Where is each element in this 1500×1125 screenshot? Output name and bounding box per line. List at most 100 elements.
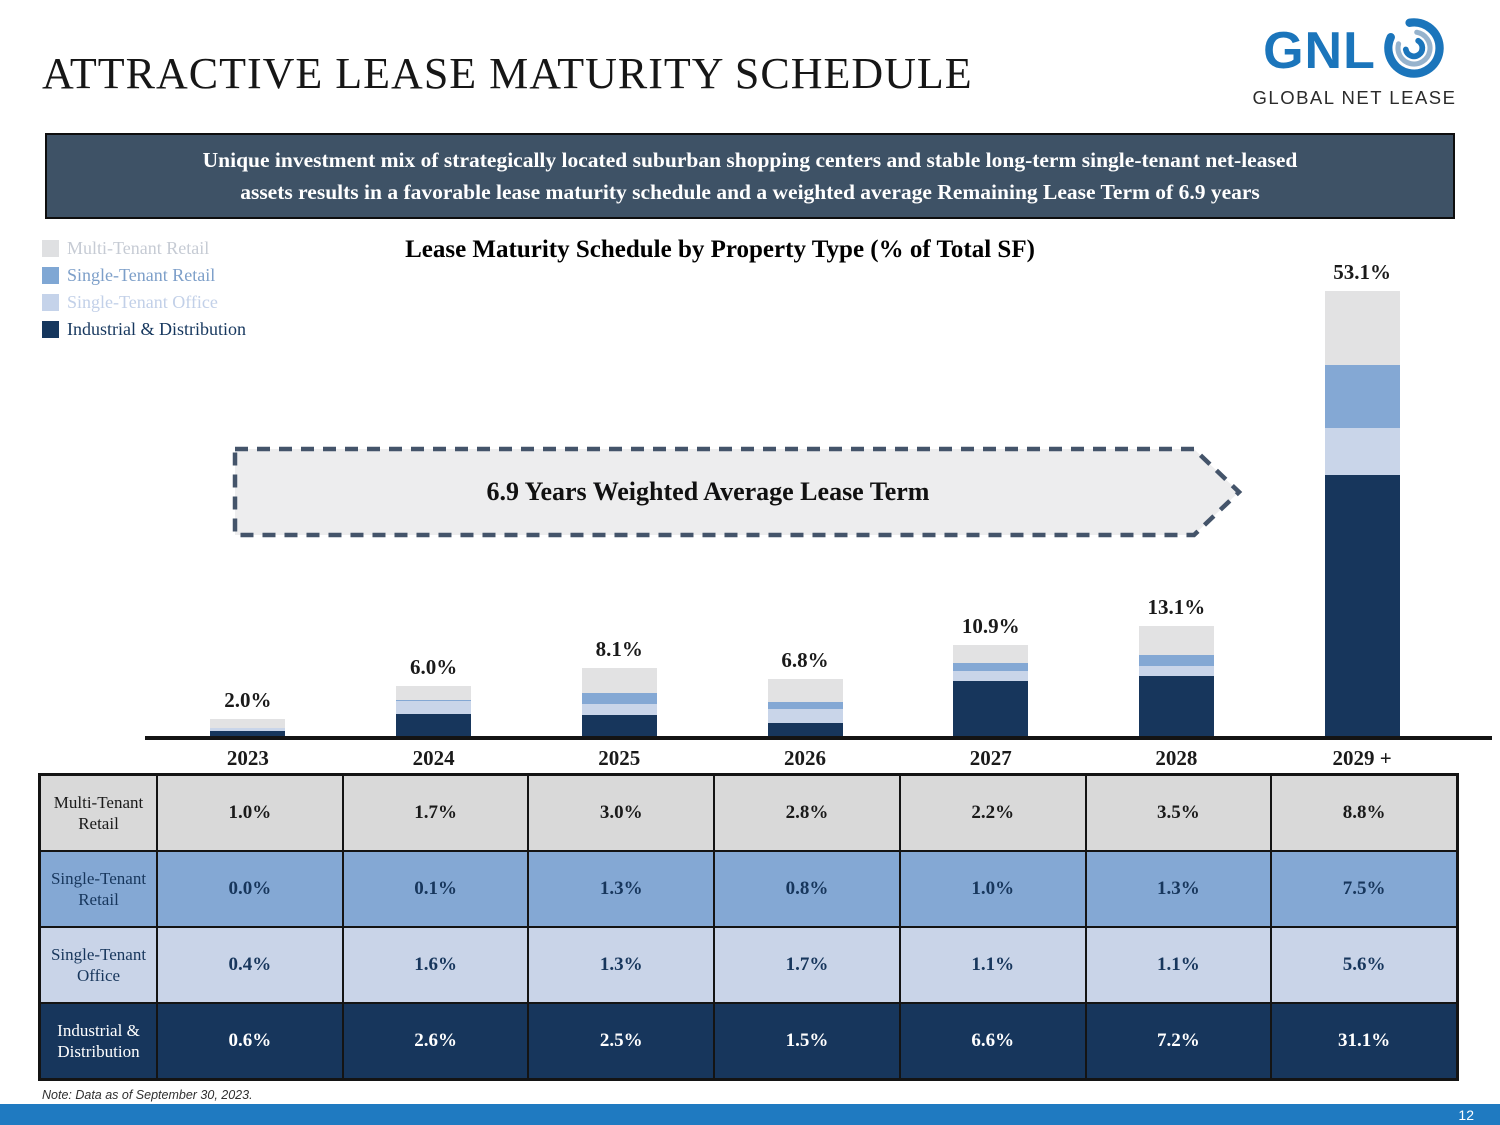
- table-row-label: Single-Tenant Office: [40, 927, 157, 1003]
- bar-segment: [1324, 428, 1400, 476]
- bar-stack-2025: [581, 668, 657, 736]
- bar-segment: [581, 693, 657, 705]
- bar-total-label: 10.9%: [961, 613, 1020, 638]
- chart-legend: Multi-Tenant Retail Single-Tenant Retail S…: [42, 238, 246, 340]
- bar-segment: [953, 644, 1029, 664]
- x-axis-label: 2023: [226, 746, 269, 770]
- bar-stack-2026: [767, 678, 843, 736]
- legend-item-0: Multi-Tenant Retail: [42, 238, 246, 259]
- bar-segment: [1324, 475, 1400, 736]
- table-cell: 3.0%: [528, 775, 715, 851]
- table-cell: 0.6%: [157, 1003, 343, 1079]
- x-axis-label: 2029 +: [1332, 746, 1392, 770]
- page-title: ATTRACTIVE LEASE MATURITY SCHEDULE: [42, 49, 973, 98]
- bar-total-label: 8.1%: [595, 637, 643, 662]
- table-cell: 1.0%: [157, 775, 343, 851]
- table-row-label: Single-Tenant Retail: [40, 851, 157, 927]
- bar-segment: [396, 700, 472, 715]
- callout-arrow-outline: [232, 446, 1243, 538]
- table-cell: 7.5%: [1271, 851, 1457, 927]
- table-cell: 1.3%: [1085, 851, 1272, 927]
- bar-segment: [767, 723, 843, 736]
- legend-swatch: [42, 240, 59, 257]
- bar-stack-2023: [210, 719, 286, 736]
- table-cell: 0.4%: [157, 927, 343, 1003]
- bar-stack-2027: [953, 644, 1029, 736]
- table-cell: 1.1%: [899, 927, 1086, 1003]
- bar-segment: [1138, 655, 1214, 667]
- bar-segment: [396, 685, 472, 700]
- bar-segment: [953, 680, 1029, 736]
- bar-segment: [767, 678, 843, 703]
- table-cell: 2.6%: [342, 1003, 529, 1079]
- bar-segment: [581, 704, 657, 716]
- legend-item-3: Industrial & Distribution: [42, 319, 246, 340]
- x-axis-label: 2026: [784, 746, 826, 770]
- footer-bar: 12: [0, 1104, 1500, 1125]
- table-cell: 1.3%: [528, 927, 715, 1003]
- x-axis-line: [145, 736, 1492, 740]
- bar-segment: [581, 668, 657, 694]
- legend-swatch: [42, 294, 59, 311]
- footnote: Note: Data as of September 30, 2023.: [42, 1088, 253, 1102]
- banner-line-1: Unique investment mix of strategically l…: [202, 147, 1298, 172]
- highlight-banner: Unique investment mix of strategically l…: [45, 133, 1455, 219]
- table-cell: 31.1%: [1271, 1003, 1457, 1079]
- page-number: 12: [1458, 1106, 1474, 1123]
- table-row-label: Multi-Tenant Retail: [40, 775, 157, 851]
- table-row-label: Industrial & Distribution: [40, 1003, 157, 1079]
- table-cell: 5.6%: [1271, 927, 1457, 1003]
- logo-name: GLOBAL NET LEASE: [1252, 87, 1457, 108]
- legend-swatch: [42, 321, 59, 338]
- bar-total-label: 53.1%: [1333, 260, 1392, 285]
- bar-segment: [1138, 626, 1214, 656]
- bar-segment: [953, 663, 1029, 672]
- x-axis-label: 2028: [1155, 746, 1198, 770]
- chart-title: Lease Maturity Schedule by Property Type…: [405, 236, 1035, 263]
- bar-segment: [1324, 365, 1400, 429]
- table-cell: 1.1%: [1085, 927, 1272, 1003]
- table-cell: 2.5%: [528, 1003, 715, 1079]
- banner-line-2: assets results in a favorable lease matu…: [240, 180, 1260, 204]
- bar-total-label: 2.0%: [224, 688, 272, 713]
- table-cell: 1.0%: [899, 851, 1086, 927]
- table-cell: 1.3%: [528, 851, 715, 927]
- bar-segment: [1138, 666, 1214, 676]
- bar-segment: [953, 671, 1029, 681]
- legend-label: Single-Tenant Retail: [67, 265, 216, 285]
- table-cell: 1.6%: [342, 927, 529, 1003]
- table-cell: 0.1%: [342, 851, 529, 927]
- legend-item-2: Single-Tenant Office: [42, 292, 246, 313]
- bar-stack-2024: [396, 685, 472, 736]
- x-axis-label: 2027: [969, 746, 1012, 770]
- x-axis-label: 2024: [412, 746, 455, 770]
- table-cell: 7.2%: [1085, 1003, 1272, 1079]
- table-cell: 6.6%: [899, 1003, 1086, 1079]
- table-cell: 8.8%: [1271, 775, 1457, 851]
- legend-item-1: Single-Tenant Retail: [42, 265, 246, 286]
- logo-acronym: GNL: [1263, 21, 1376, 80]
- bar-segment: [767, 709, 843, 724]
- bar-segment: [396, 714, 472, 736]
- table-cell: 0.0%: [157, 851, 343, 927]
- legend-swatch: [42, 267, 59, 284]
- data-table: Multi-Tenant Retail 1.0% 1.7% 3.0% 2.8% 2.2% 3…: [38, 773, 1459, 1081]
- bar-total-label: 6.8%: [781, 647, 829, 672]
- bar-segment: [210, 719, 286, 728]
- table-cell: 1.7%: [342, 775, 529, 851]
- x-axis-label: 2025: [598, 746, 641, 770]
- legend-label: Industrial & Distribution: [67, 319, 246, 339]
- callout-label: 6.9 Years Weighted Average Lease Term: [486, 477, 930, 506]
- logo-globe-icon: [1382, 16, 1446, 85]
- table-cell: 2.8%: [714, 775, 900, 851]
- legend-label: Multi-Tenant Retail: [67, 238, 210, 258]
- bar-segment: [1324, 291, 1400, 366]
- bar-stack-2029+: [1324, 291, 1400, 736]
- table-cell: 0.8%: [714, 851, 900, 927]
- weighted-average-callout: 6.9 Years Weighted Average Lease Term: [232, 446, 1244, 538]
- legend-label: Single-Tenant Office: [67, 292, 218, 312]
- bar-segment: [767, 702, 843, 710]
- table-cell: 1.7%: [714, 927, 900, 1003]
- bar-segment: [210, 730, 286, 736]
